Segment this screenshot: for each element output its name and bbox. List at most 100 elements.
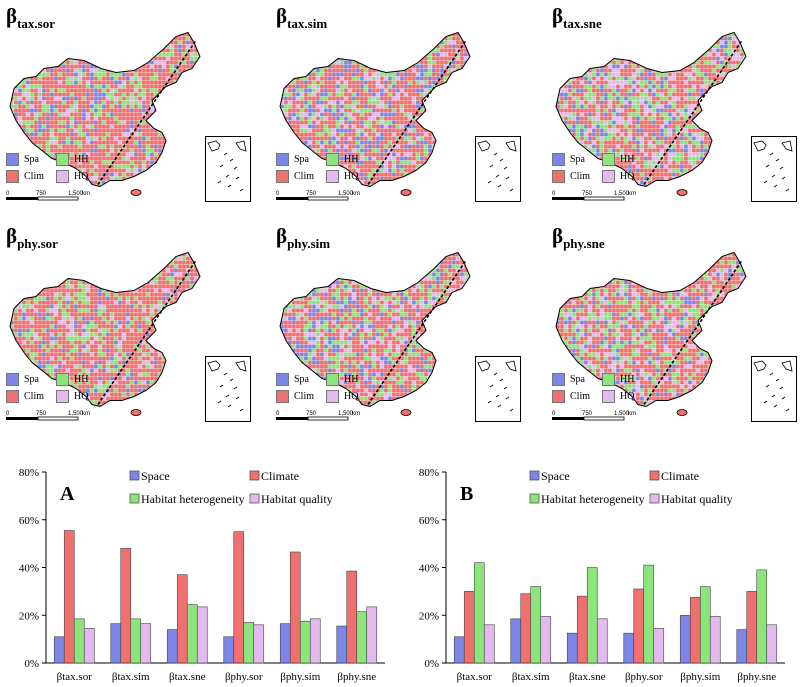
legend-label: Clim — [570, 391, 591, 402]
x-tick-label: βphy.sim — [680, 671, 720, 683]
bar — [253, 624, 265, 664]
bar — [473, 562, 485, 664]
bar — [53, 636, 65, 664]
y-tick-label: 0% — [24, 658, 39, 670]
legend-swatch — [6, 373, 19, 386]
y-tick-label: 40% — [419, 563, 439, 575]
svg-text:1,500: 1,500 — [338, 191, 354, 197]
legend-item-hh: HH — [326, 153, 358, 166]
bar — [83, 628, 95, 664]
bar — [653, 628, 665, 664]
legend-label: Clim — [570, 171, 591, 182]
legend-swatch — [326, 390, 339, 403]
map-panel-tax_sor: βtax.sor Spa HH Clim HQ 0 750 1,500 km — [6, 4, 251, 218]
scale-bar: 0 750 1,500 km — [552, 408, 642, 428]
legend-swatch — [326, 373, 339, 386]
legend-swatch — [276, 153, 289, 166]
map-legend: Spa HH Clim HQ — [6, 373, 136, 407]
bar — [709, 616, 721, 664]
legend-item-hh: HH — [56, 373, 88, 386]
x-tick-label: βphy.sne — [337, 671, 376, 683]
svg-text:0: 0 — [276, 191, 280, 197]
legend-label: Space — [541, 469, 570, 483]
y-tick-label: 60% — [19, 515, 39, 527]
legend-swatch — [276, 373, 289, 386]
legend-label: HH — [74, 374, 89, 385]
legend-swatch — [326, 153, 339, 166]
legend-item-hh: HH — [56, 153, 88, 166]
y-tick-label: 0% — [424, 658, 439, 670]
legend-label: HH — [620, 374, 635, 385]
legend-item-spa: Spa — [552, 373, 585, 386]
bar — [279, 623, 291, 664]
legend-item-spa: Spa — [276, 373, 309, 386]
bar — [130, 618, 142, 664]
legend-swatch — [129, 493, 140, 504]
bar — [483, 624, 495, 664]
bar — [576, 595, 588, 664]
bar — [63, 530, 75, 664]
x-tick-label: βtax.sor — [57, 671, 93, 683]
legend-item-clim: Clim — [6, 390, 44, 403]
legend-item-hq: HQ — [56, 170, 88, 183]
legend-label: Space — [141, 469, 170, 483]
legend-label: Climate — [661, 469, 699, 483]
legend-label: HH — [620, 154, 635, 165]
legend-label: HQ — [620, 171, 635, 182]
bar — [756, 569, 768, 664]
map-panel-tax_sne: βtax.sne Spa HH Clim HQ 0 750 1,500 km — [552, 4, 797, 218]
china-map — [555, 251, 747, 416]
legend-label: HH — [74, 154, 89, 165]
y-tick-label: 20% — [419, 610, 439, 622]
bar — [699, 586, 711, 664]
bar — [586, 567, 598, 664]
bar — [223, 636, 235, 664]
map-title: βtax.sne — [552, 4, 602, 32]
bar — [566, 632, 578, 664]
legend-label: Spa — [294, 154, 309, 165]
map-title: βphy.sim — [276, 224, 331, 252]
legend-swatch — [529, 493, 540, 504]
legend-item-spa: Spa — [6, 153, 39, 166]
legend-swatch — [56, 170, 69, 183]
legend-swatch — [602, 373, 615, 386]
south-china-sea-inset — [475, 356, 521, 422]
legend-item-spa: Spa — [276, 153, 309, 166]
bar — [289, 551, 301, 664]
bar — [366, 606, 378, 664]
legend-label: Habitat quality — [261, 492, 333, 506]
bar-chart-a: 0% 20% 40% 60% 80% A Space Climate Habitat heter… — [19, 467, 385, 683]
legend-swatch — [249, 493, 260, 504]
bar — [196, 606, 208, 664]
bar — [356, 611, 368, 664]
legend-swatch — [56, 153, 69, 166]
scale-bar: 0 750 1,500 km — [276, 408, 366, 428]
map-legend: Spa HH Clim HQ — [276, 153, 406, 187]
svg-text:750: 750 — [306, 191, 317, 197]
panel-label: B — [460, 483, 473, 505]
legend-item-hq: HQ — [602, 170, 634, 183]
bar — [186, 604, 198, 664]
bar — [530, 586, 542, 664]
legend-swatch — [276, 170, 289, 183]
legend-swatch — [649, 493, 660, 504]
scale-bar: 0 750 1,500 km — [276, 188, 366, 208]
scale-bar: 0 750 1,500 km — [6, 408, 96, 428]
china-map — [9, 31, 201, 196]
bar — [766, 624, 778, 664]
legend-swatch — [129, 470, 140, 481]
south-china-sea-inset — [751, 356, 797, 422]
bar — [540, 616, 552, 664]
bar — [110, 623, 122, 664]
legend-label: HH — [344, 154, 359, 165]
legend-label: Climate — [261, 469, 299, 483]
legend-swatch — [6, 153, 19, 166]
south-china-sea-inset — [205, 136, 251, 202]
legend-swatch — [602, 170, 615, 183]
legend-item-hh: HH — [326, 373, 358, 386]
legend-label: Spa — [570, 154, 585, 165]
map-legend: Spa HH Clim HQ — [276, 373, 406, 407]
legend-label: HQ — [74, 171, 89, 182]
bar — [73, 618, 85, 664]
legend-label: Habitat heterogeneity — [141, 492, 245, 506]
